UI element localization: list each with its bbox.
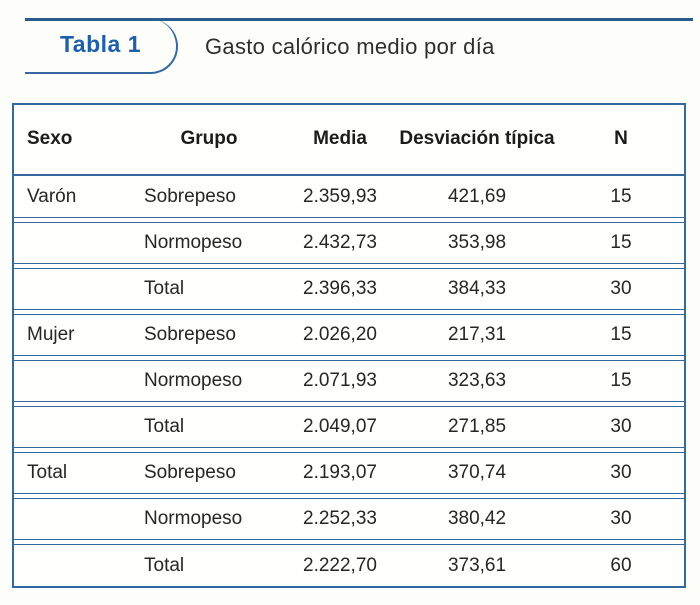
table-number-label: Tabla 1	[59, 31, 142, 57]
cell-grupo: Sobrepeso	[144, 462, 236, 483]
cell-sexo: Mujer	[27, 324, 75, 345]
cell-grupo: Sobrepeso	[144, 185, 236, 207]
cell-desviacion: 217,31	[447, 324, 507, 345]
col-header-n: N	[614, 128, 628, 150]
cell-n: 30	[610, 462, 632, 483]
cell-media: 2.049,07	[303, 416, 377, 437]
cell-grupo: Normopeso	[144, 370, 243, 391]
cell-desviacion: 421,69	[447, 185, 507, 207]
cell-media: 2.071,93	[303, 370, 377, 391]
cell-n: 30	[610, 508, 632, 529]
cell-desviacion: 323,63	[447, 370, 507, 391]
cell-media: 2.359,93	[303, 185, 377, 207]
cell-n: 15	[610, 370, 632, 391]
cell-grupo: Total	[144, 278, 185, 299]
cell-n: 30	[610, 416, 632, 437]
cell-sexo: Total	[27, 462, 68, 483]
cell-media: 2.193,07	[303, 462, 377, 483]
cell-media: 2.222,70	[303, 554, 377, 576]
cell-grupo: Normopeso	[144, 232, 243, 253]
top-rule	[25, 18, 693, 21]
cell-desviacion: 370,74	[447, 462, 507, 483]
data-table: Sexo Grupo Media Desviación típica N Var…	[12, 103, 686, 588]
cell-desviacion: 380,42	[447, 508, 507, 529]
cell-media: 2.432,73	[303, 232, 377, 253]
cell-grupo: Sobrepeso	[144, 324, 236, 345]
table-number-tab: Tabla 1	[25, 19, 178, 74]
cell-sexo: Varón	[27, 185, 77, 207]
cell-desviacion: 353,98	[447, 232, 507, 253]
table-row: Total 2.049,07 271,85 30	[14, 406, 684, 448]
table-row: Total 2.222,70 373,61 60	[14, 544, 684, 586]
cell-n: 15	[610, 185, 632, 207]
cell-grupo: Total	[144, 416, 185, 437]
cell-media: 2.396,33	[303, 278, 377, 299]
table-row: Normopeso 2.432,73 353,98 15	[14, 222, 684, 264]
cell-media: 2.026,20	[303, 324, 377, 345]
cell-desviacion: 373,61	[447, 554, 507, 576]
table-header-row: Sexo Grupo Media Desviación típica N	[14, 105, 684, 176]
cell-desviacion: 384,33	[447, 278, 507, 299]
table-row: Mujer Sobrepeso 2.026,20 217,31 15	[14, 314, 684, 356]
table-row: Normopeso 2.071,93 323,63 15	[14, 360, 684, 402]
cell-grupo: Total	[144, 554, 185, 576]
table-row: Total Sobrepeso 2.193,07 370,74 30	[14, 452, 684, 494]
cell-grupo: Normopeso	[144, 508, 243, 529]
table-row: Total 2.396,33 384,33 30	[14, 268, 684, 310]
table-row: Normopeso 2.252,33 380,42 30	[14, 498, 684, 540]
cell-n: 60	[610, 554, 632, 576]
table-caption: Gasto calórico medio por día	[205, 34, 495, 59]
col-header-desviacion: Desviación típica	[399, 128, 555, 150]
cell-n: 15	[610, 324, 632, 345]
cell-media: 2.252,33	[303, 508, 377, 529]
cell-desviacion: 271,85	[447, 416, 507, 437]
cell-n: 30	[610, 278, 632, 299]
col-header-media: Media	[313, 128, 367, 150]
table-body: Varón Sobrepeso 2.359,93 421,69 15 Normo…	[14, 176, 684, 586]
table-row: Varón Sobrepeso 2.359,93 421,69 15	[14, 176, 684, 218]
col-header-sexo: Sexo	[27, 128, 73, 150]
cell-n: 15	[610, 232, 632, 253]
col-header-grupo: Grupo	[180, 128, 238, 150]
